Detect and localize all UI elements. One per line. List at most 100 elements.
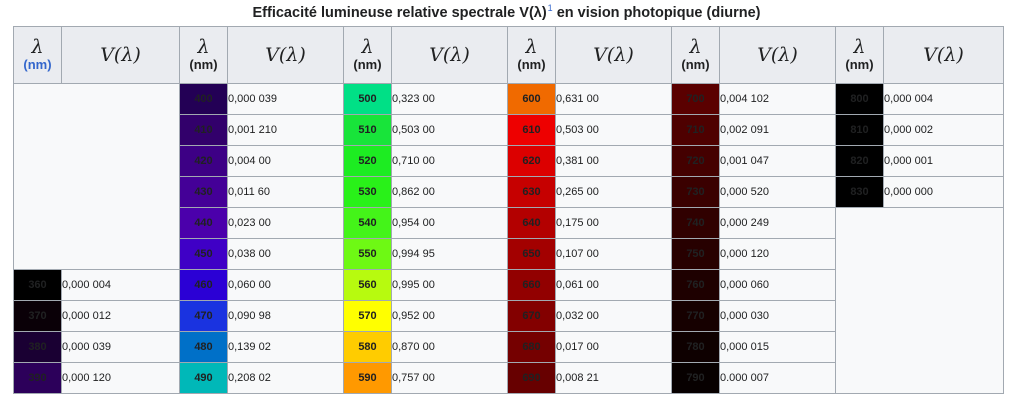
- wavelength-cell: 490: [179, 362, 228, 394]
- wavelength-cell: 830: [835, 176, 884, 208]
- header-wavelength: λ (nm): [13, 26, 62, 84]
- wavelength-cell: 750: [671, 238, 720, 270]
- efficiency-value-cell: 0,032 00: [555, 300, 672, 332]
- efficiency-value-cell: 0,265 00: [555, 176, 672, 208]
- efficiency-value-cell: 0,038 00: [227, 238, 344, 270]
- wavelength-cell: 380: [13, 331, 62, 363]
- table-row: 370 0,000 012 470 0,090 98 570 0,952 00 670 0,0…: [13, 300, 1004, 332]
- wavelength-cell: 820: [835, 145, 884, 177]
- wavelength-cell: 740: [671, 207, 720, 239]
- efficiency-value-cell: 0,381 00: [555, 145, 672, 177]
- wavelength-cell: 480: [179, 331, 228, 363]
- wavelength-cell: 530: [343, 176, 392, 208]
- efficiency-value-cell: 0.000 007: [719, 362, 836, 394]
- wavelength-cell: 630: [507, 176, 556, 208]
- table-header-row: λ (nm) V(λ) λ (nm) V(λ) λ (nm) V(λ) λ (nm) V(λ) λ (nm…: [13, 26, 1004, 84]
- header-wavelength: λ (nm): [835, 26, 884, 84]
- lambda-symbol: λ: [361, 36, 374, 58]
- efficiency-value-cell: 0,503 00: [391, 114, 508, 146]
- efficiency-value-cell: 0,323 00: [391, 83, 508, 115]
- wavelength-cell: 460: [179, 269, 228, 301]
- efficiency-value-cell: 0,011 60: [227, 176, 344, 208]
- efficiency-value-cell: 0,001 210: [227, 114, 344, 146]
- wavelength-cell: 790: [671, 362, 720, 394]
- caption-text: Efficacité lumineuse relative spectrale …: [252, 4, 547, 21]
- wavelength-cell: 360: [13, 269, 62, 301]
- wavelength-cell: 690: [507, 362, 556, 394]
- unit-label: (nm): [517, 57, 546, 72]
- efficiency-value-cell: 0,004 102: [719, 83, 836, 115]
- table-row: 450 0,038 00 550 0,994 95 650 0,107 00 750 0,00…: [14, 238, 1004, 270]
- efficiency-value-cell: 0,757 00: [391, 362, 508, 394]
- efficiency-value-cell: 0,000 120: [719, 238, 836, 270]
- table-row: 420 0,004 00 520 0,710 00 620 0,381 00 720 0,00…: [14, 145, 1004, 177]
- wavelength-cell: 730: [671, 176, 720, 208]
- efficiency-value-cell: 0,107 00: [555, 238, 672, 270]
- wavelength-cell: 700: [671, 83, 720, 115]
- header-wavelength: λ (nm): [179, 26, 228, 84]
- luminous-efficiency-table: λ (nm) V(λ) λ (nm) V(λ) λ (nm) V(λ) λ (nm) V(λ) λ (nm…: [13, 26, 1004, 394]
- header-efficiency: V(λ): [391, 26, 508, 84]
- efficiency-value-cell: 0,503 00: [555, 114, 672, 146]
- efficiency-value-cell: 0,862 00: [391, 176, 508, 208]
- efficiency-value-cell: 0,000 004: [61, 269, 180, 301]
- wavelength-cell: 430: [179, 176, 228, 208]
- efficiency-value-cell: 0,000 039: [227, 83, 344, 115]
- caption-footnote-link[interactable]: 1: [547, 3, 553, 13]
- efficiency-value-cell: 0,000 004: [883, 83, 1004, 115]
- wavelength-cell: 570: [343, 300, 392, 332]
- efficiency-value-cell: 0,952 00: [391, 300, 508, 332]
- wavelength-cell: 550: [343, 238, 392, 270]
- efficiency-value-cell: 0,000 000: [883, 176, 1004, 208]
- efficiency-value-cell: 0,994 95: [391, 238, 508, 270]
- header-wavelength: λ (nm): [507, 26, 556, 84]
- lambda-symbol: λ: [853, 36, 866, 58]
- efficiency-value-cell: 0,000 039: [61, 331, 180, 363]
- efficiency-value-cell: 0,008 21: [555, 362, 672, 394]
- header-efficiency: V(λ): [61, 26, 180, 84]
- efficiency-value-cell: 0,000 001: [883, 145, 1004, 177]
- wavelength-cell: 660: [507, 269, 556, 301]
- wavelength-cell: 400: [179, 83, 228, 115]
- efficiency-value-cell: 0,208 02: [227, 362, 344, 394]
- efficiency-value-cell: 0,023 00: [227, 207, 344, 239]
- header-efficiency: V(λ): [883, 26, 1004, 84]
- wavelength-cell: 470: [179, 300, 228, 332]
- table-row: 410 0,001 210 510 0,503 00 610 0,503 00 710 0,0…: [14, 114, 1004, 146]
- table-caption: Efficacité lumineuse relative spectrale …: [0, 3, 1013, 21]
- table-row: 360 0,000 004 460 0,060 00 560 0,995 00 660 0,0…: [13, 269, 1004, 301]
- wavelength-cell: 650: [507, 238, 556, 270]
- wavelength-cell: 510: [343, 114, 392, 146]
- nanometer-link[interactable]: (nm): [23, 57, 52, 72]
- wavelength-cell: 440: [179, 207, 228, 239]
- wavelength-cell: 640: [507, 207, 556, 239]
- table-row: 440 0,023 00 540 0,954 00 640 0,175 00 740 0,00…: [14, 207, 1004, 394]
- wavelength-cell: 800: [835, 83, 884, 115]
- table-row: 430 0,011 60 530 0,862 00 630 0,265 00 730 0,00…: [14, 176, 1004, 208]
- wavelength-cell: 720: [671, 145, 720, 177]
- wavelength-cell: 620: [507, 145, 556, 177]
- header-efficiency: V(λ): [555, 26, 672, 84]
- unit-label: (nm): [353, 57, 382, 72]
- wavelength-cell: 370: [13, 300, 62, 332]
- header-efficiency: V(λ): [227, 26, 344, 84]
- empty-cell: [13, 83, 180, 270]
- efficiency-value-cell: 0,631 00: [555, 83, 672, 115]
- wavelength-cell: 780: [671, 331, 720, 363]
- wavelength-cell: 500: [343, 83, 392, 115]
- efficiency-value-cell: 0,000 012: [61, 300, 180, 332]
- efficiency-value-cell: 0,175 00: [555, 207, 672, 239]
- wavelength-cell: 770: [671, 300, 720, 332]
- efficiency-value-cell: 0,004 00: [227, 145, 344, 177]
- efficiency-value-cell: 0,954 00: [391, 207, 508, 239]
- wavelength-cell: 560: [343, 269, 392, 301]
- efficiency-value-cell: 0,090 98: [227, 300, 344, 332]
- lambda-symbol: λ: [689, 36, 702, 58]
- unit-label: (nm): [681, 57, 710, 72]
- efficiency-value-cell: 0,000 015: [719, 331, 836, 363]
- caption-suffix: en vision photopique (diurne): [556, 4, 761, 21]
- wavelength-cell: 610: [507, 114, 556, 146]
- table-row: 380 0,000 039 480 0,139 02 580 0,870 00 680 0,0…: [13, 331, 1004, 363]
- efficiency-value-cell: 0,000 030: [719, 300, 836, 332]
